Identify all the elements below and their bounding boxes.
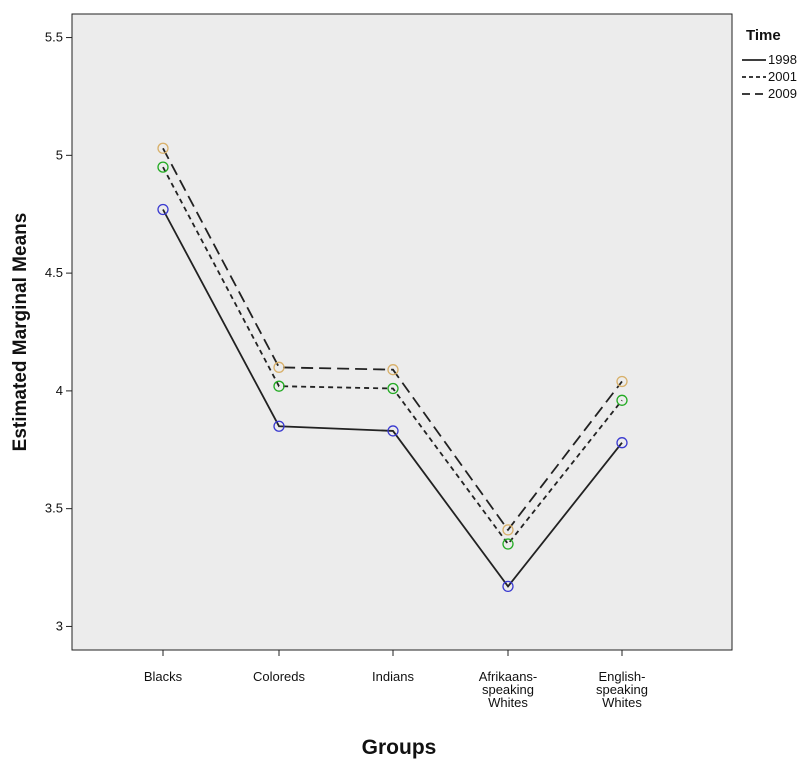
data-point [387, 364, 399, 376]
series-line [162, 147, 623, 532]
legend-label: 2009 [768, 86, 797, 101]
x-tick-label: English-speaking Whites [596, 669, 648, 710]
y-tick-label: 3 [56, 618, 63, 633]
data-point [502, 538, 514, 550]
data-point [273, 380, 285, 392]
legend-title: Time [746, 27, 781, 44]
data-point [616, 394, 628, 406]
series-line [162, 209, 623, 588]
data-point [157, 142, 169, 154]
x-tick-label: Blacks [144, 669, 183, 684]
series-line [162, 166, 623, 546]
plot-area [71, 13, 733, 651]
x-axis-title: Groups [362, 736, 437, 759]
data-point [157, 203, 169, 216]
y-axis: 3 3.5 4 4.5 5 5.5 [45, 30, 72, 633]
y-tick-label: 3.5 [45, 501, 63, 516]
series-1998 [157, 203, 628, 593]
legend-label: 2001 [768, 69, 797, 84]
data-point [273, 420, 285, 432]
data-point [502, 524, 514, 536]
series-2009 [157, 142, 628, 536]
y-tick-label: 5.5 [45, 30, 63, 45]
y-tick-label: 4 [56, 383, 63, 398]
x-tick-label: Indians [372, 669, 414, 684]
data-point [387, 425, 399, 437]
series-2001 [157, 161, 628, 550]
x-tick-label: Coloreds [253, 669, 306, 684]
legend: Time 1998 2001 2009 [742, 27, 797, 101]
y-axis-title: Estimated Marginal Means [10, 213, 31, 452]
x-axis: Blacks Coloreds Indians Afrikaans-speaking W… [144, 650, 648, 710]
data-point [616, 375, 628, 388]
x-tick-label: Afrikaans-speaking Whites [479, 669, 538, 710]
data-point [502, 580, 514, 593]
data-point [273, 361, 285, 373]
legend-label: 1998 [768, 52, 797, 67]
data-point [157, 161, 169, 173]
y-tick-label: 4.5 [45, 265, 63, 280]
data-point [387, 382, 399, 395]
data-point [616, 437, 628, 449]
series-layer [157, 142, 628, 593]
y-tick-label: 5 [56, 147, 63, 162]
